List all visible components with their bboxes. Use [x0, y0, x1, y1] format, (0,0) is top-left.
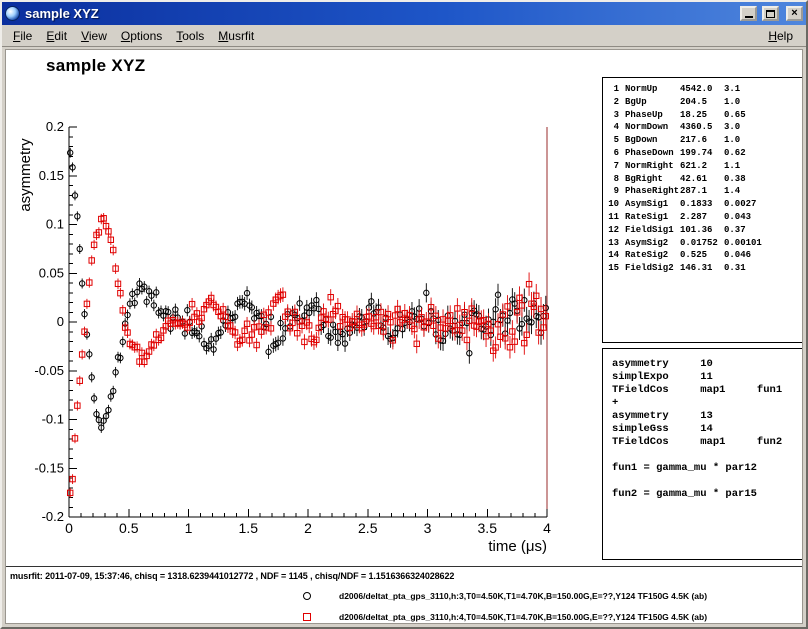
legend-label: d2006/deltat_pta_gps_3110,h:3,T0=4.50K,T… — [339, 591, 707, 601]
theory-line: asymmetry 13 — [612, 410, 802, 423]
close-button[interactable]: × — [786, 6, 803, 21]
parameter-row: 2BgUp204.51.0 — [608, 96, 802, 109]
svg-text:0.1: 0.1 — [46, 217, 64, 232]
maximize-icon — [766, 10, 775, 18]
app-icon[interactable] — [5, 6, 20, 21]
parameter-pad[interactable]: 1NormUp4542.03.12BgUp204.51.03PhaseUp18.… — [602, 77, 803, 343]
svg-text:-0.1: -0.1 — [42, 412, 64, 427]
theory-line: TFieldCos map1 fun2 — [612, 436, 802, 449]
parameter-row: 6PhaseDown199.740.62 — [608, 147, 802, 160]
theory-line: simplExpo 11 — [612, 371, 802, 384]
theory-line: TFieldCos map1 fun1 — [612, 384, 802, 397]
theory-line — [612, 449, 802, 462]
menu-options[interactable]: Options — [114, 26, 169, 46]
square-marker-icon — [303, 613, 311, 621]
svg-text:0: 0 — [57, 314, 64, 329]
plot-area[interactable]: -0.2 -0.15 -0.1 -0.05 0 0.05 0.1 0.15 0.2 0 0.5 1 1.… — [6, 50, 606, 570]
menu-file[interactable]: File — [6, 26, 39, 46]
parameter-row: 7NormRight621.21.1 — [608, 160, 802, 173]
parameter-row: 9PhaseRight287.11.4 — [608, 185, 802, 198]
svg-text:2: 2 — [304, 520, 312, 536]
parameter-row: 3PhaseUp18.250.65 — [608, 109, 802, 122]
parameter-row: 12FieldSig1101.360.37 — [608, 224, 802, 237]
svg-text:1.5: 1.5 — [239, 520, 259, 536]
parameter-row: 14RateSig20.5250.046 — [608, 249, 802, 262]
theory-line — [612, 475, 802, 488]
svg-text:0.05: 0.05 — [39, 265, 64, 280]
data-series-circles[interactable] — [67, 148, 548, 433]
app-window: sample XYZ × File Edit View Options Tool… — [0, 0, 808, 629]
parameter-row: 11RateSig12.2870.043 — [608, 211, 802, 224]
menu-view[interactable]: View — [74, 26, 114, 46]
theory-line: asymmetry 10 — [612, 358, 802, 371]
legend-item[interactable]: d2006/deltat_pta_gps_3110,h:4,T0=4.50K,T… — [303, 611, 707, 623]
menu-tools[interactable]: Tools — [169, 26, 211, 46]
parameter-row: 10AsymSig10.18330.0027 — [608, 198, 802, 211]
theory-line: fun1 = gamma_mu * par12 — [612, 462, 802, 475]
theory-pad[interactable]: asymmetry 10simplExpo 11TFieldCos map1 f… — [602, 348, 803, 560]
svg-text:0.2: 0.2 — [46, 119, 64, 134]
svg-text:4: 4 — [543, 520, 551, 536]
svg-text:-0.15: -0.15 — [34, 460, 64, 475]
theory-line: fun2 = gamma_mu * par15 — [612, 488, 802, 501]
minimize-button[interactable] — [740, 6, 757, 21]
svg-text:0.5: 0.5 — [119, 520, 139, 536]
titlebar[interactable]: sample XYZ × — [2, 2, 806, 25]
svg-text:-0.05: -0.05 — [34, 363, 64, 378]
svg-text:3: 3 — [424, 520, 432, 536]
menu-edit[interactable]: Edit — [39, 26, 74, 46]
legend-label: d2006/deltat_pta_gps_3110,h:4,T0=4.50K,T… — [339, 612, 707, 622]
legend-item[interactable]: d2006/deltat_pta_gps_3110,h:3,T0=4.50K,T… — [303, 590, 707, 602]
parameter-row: 1NormUp4542.03.1 — [608, 83, 802, 96]
parameter-row: 13AsymSig20.017520.00101 — [608, 237, 802, 250]
svg-text:0.15: 0.15 — [39, 168, 64, 183]
theory-line: + — [612, 397, 802, 410]
menubar: File Edit View Options Tools Musrfit Hel… — [2, 25, 806, 47]
svg-text:3.5: 3.5 — [478, 520, 498, 536]
menu-musrfit[interactable]: Musrfit — [211, 26, 261, 46]
window-title: sample XYZ — [25, 6, 735, 21]
parameter-row: 5BgDown217.61.0 — [608, 134, 802, 147]
parameter-row: 8BgRight42.610.38 — [608, 173, 802, 186]
close-icon: × — [791, 8, 797, 19]
svg-text:2.5: 2.5 — [358, 520, 378, 536]
svg-text:1: 1 — [185, 520, 193, 536]
parameter-row: 15FieldSig2146.310.31 — [608, 262, 802, 275]
y-axis-title: asymmetry — [17, 138, 34, 212]
maximize-button[interactable] — [762, 6, 779, 21]
parameter-table: 1NormUp4542.03.12BgUp204.51.03PhaseUp18.… — [608, 83, 802, 275]
root-canvas[interactable]: sample XYZ -0.2-0.15-0.1-0.0500.050.10.1… — [5, 49, 803, 624]
data-series-squares[interactable] — [67, 213, 548, 498]
svg-text:-0.2: -0.2 — [42, 509, 64, 524]
pad-separator — [6, 566, 802, 567]
circle-marker-icon — [303, 592, 311, 600]
theory-line: simpleGss 14 — [612, 423, 802, 436]
fit-info-text: musrfit: 2011-07-09, 15:37:46, chisq = 1… — [10, 571, 454, 581]
x-axis-title: time (μs) — [488, 538, 547, 555]
menu-help[interactable]: Help — [761, 26, 802, 46]
minimize-icon — [745, 16, 753, 18]
parameter-row: 4NormDown4360.53.0 — [608, 121, 802, 134]
svg-text:0: 0 — [65, 520, 73, 536]
